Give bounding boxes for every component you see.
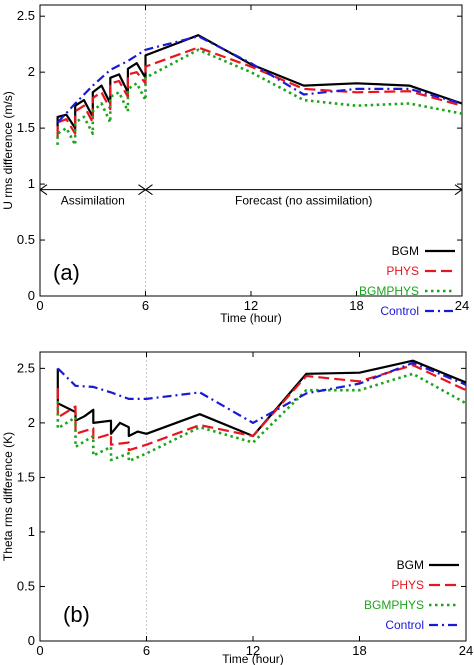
y-tick-label: 0.5	[17, 232, 35, 247]
x-tick-label: 12	[246, 643, 260, 658]
period-arrowhead	[454, 184, 463, 196]
legend-label: BGMPHYS	[364, 598, 424, 612]
x-axis-label: Time (hour)	[222, 652, 284, 665]
x-tick-label: 24	[459, 643, 473, 658]
period-arrowhead	[39, 184, 48, 196]
panel-b: 0 6 12 18 24 0 0.5 1 1.5 2 2.5 Time (hour) Theta rms…	[1, 351, 473, 665]
x-tick-label: 6	[142, 298, 149, 313]
period-arrowhead	[145, 184, 153, 196]
x-tick-label: 6	[143, 643, 150, 658]
x-tick-label: 0	[36, 643, 43, 658]
x-tick-label: 18	[352, 643, 366, 658]
x-tick-label: 12	[244, 298, 258, 313]
period-arrowhead	[138, 184, 146, 196]
x-tick-label: 24	[455, 298, 469, 313]
assimilation-label: Assimilation	[61, 194, 125, 208]
legend-label: PHYS	[391, 578, 424, 592]
x-axis-label: Time (hour)	[220, 311, 282, 325]
panel-label: (a)	[53, 260, 80, 285]
y-tick-label: 2	[28, 64, 35, 79]
series-line-bgmphys	[56, 48, 463, 147]
y-tick-label: 2.5	[17, 360, 35, 375]
y-tick-label: 2	[28, 415, 35, 430]
legend-label: Control	[380, 304, 419, 318]
y-tick-label: 1.5	[17, 120, 35, 135]
y-tick-label: 1	[28, 176, 35, 191]
legend-label: Control	[385, 618, 424, 632]
y-axis-label: Theta rms difference (K)	[1, 432, 15, 561]
panel-label: (b)	[63, 602, 90, 627]
y-tick-label: 0	[28, 633, 35, 648]
y-axis-label: U rms difference (m/s)	[1, 91, 15, 209]
legend-label: PHYS	[386, 264, 419, 278]
legend-label: BGM	[397, 558, 424, 572]
series-line-bgm	[56, 359, 467, 438]
y-tick-label: 2.5	[17, 8, 35, 23]
series-line-control	[57, 361, 467, 424]
y-tick-label: 0.5	[17, 578, 35, 593]
series-line-bgm	[56, 34, 463, 134]
y-tick-label: 1.5	[17, 469, 35, 484]
x-tick-label: 0	[36, 298, 43, 313]
forecast-label: Forecast (no assimilation)	[235, 194, 372, 208]
panel-a: 0 6 12 18 24 0 0.5 1 1.5 2 2.5 Time (hour) U rms dif…	[1, 4, 469, 325]
y-tick-label: 0	[28, 288, 35, 303]
x-tick-label: 18	[349, 298, 363, 313]
series-line-phys	[56, 364, 467, 452]
series-line-control	[56, 35, 463, 124]
legend-label: BGMPHYS	[359, 284, 419, 298]
legend-label: BGM	[392, 244, 419, 258]
y-tick-label: 1	[28, 524, 35, 539]
